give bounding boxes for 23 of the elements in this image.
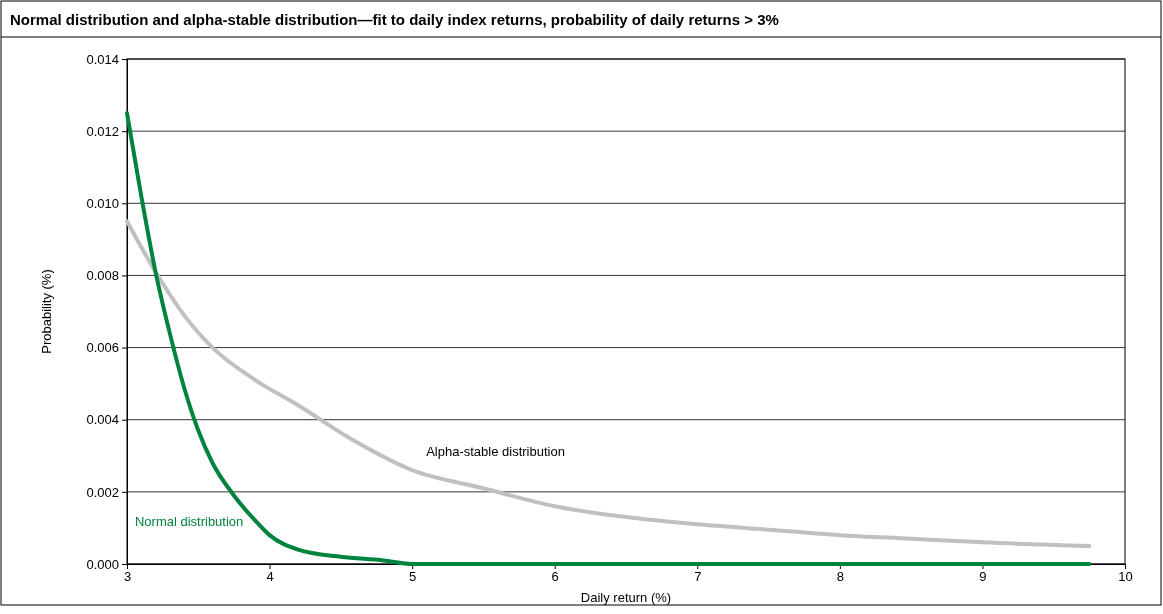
- y-tick-label: 0.010: [86, 195, 119, 211]
- x-tick-label: 8: [836, 569, 844, 585]
- y-tick-label: 0.002: [86, 484, 119, 500]
- y-tick-label: 0.008: [86, 268, 119, 284]
- y-axis-title: Probability (%): [39, 269, 54, 354]
- series-label: Alpha-stable distribution: [426, 444, 565, 460]
- y-tick-label: 0.000: [86, 556, 119, 572]
- y-tick-label: 0.006: [86, 340, 119, 356]
- y-tick-label: 0.012: [86, 123, 119, 139]
- x-tick-label: 5: [409, 569, 417, 585]
- x-axis-title: Daily return (%): [580, 590, 672, 605]
- x-tick-label: 4: [266, 569, 274, 585]
- x-tick-label: 6: [551, 569, 559, 585]
- line-series: [125, 219, 1092, 548]
- y-tick-label: 0.014: [86, 51, 119, 67]
- series-label: Normal distribution: [134, 513, 244, 529]
- x-tick-label: 7: [694, 569, 702, 585]
- line-series: [125, 111, 1092, 566]
- x-tick-label: 9: [979, 569, 987, 585]
- x-tick-label: 10: [1118, 569, 1133, 585]
- y-tick-label: 0.004: [86, 412, 119, 428]
- chart-title: Normal distribution and alpha-stable distribution—fit to daily index returns, probability of daily returns > 3%: [10, 11, 779, 28]
- x-tick-label: 3: [123, 569, 132, 585]
